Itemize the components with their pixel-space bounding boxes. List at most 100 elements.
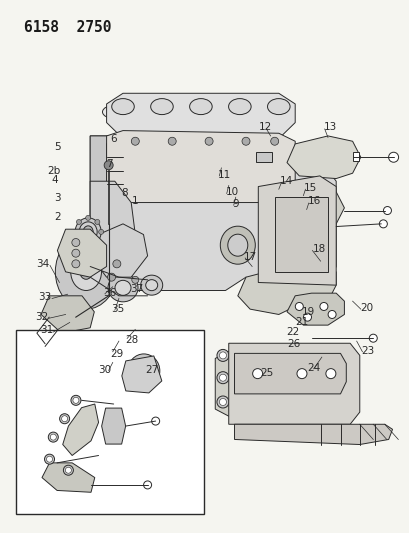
Circle shape <box>94 239 100 244</box>
Ellipse shape <box>108 274 138 302</box>
Circle shape <box>46 456 52 462</box>
Text: 15: 15 <box>303 183 317 192</box>
Polygon shape <box>121 356 162 393</box>
Text: 2: 2 <box>54 213 61 222</box>
Polygon shape <box>280 195 299 213</box>
Circle shape <box>59 414 70 424</box>
Ellipse shape <box>80 264 92 279</box>
Text: 6: 6 <box>110 134 116 143</box>
Ellipse shape <box>79 222 97 242</box>
Polygon shape <box>63 404 98 456</box>
Circle shape <box>107 273 115 281</box>
Circle shape <box>151 417 159 425</box>
Text: 18: 18 <box>312 245 325 254</box>
Circle shape <box>270 137 278 146</box>
Ellipse shape <box>150 99 173 115</box>
Text: 22: 22 <box>285 327 299 336</box>
Ellipse shape <box>139 366 148 376</box>
Ellipse shape <box>128 354 160 388</box>
Text: 23: 23 <box>361 346 374 356</box>
Polygon shape <box>286 187 344 235</box>
Text: 12: 12 <box>258 122 272 132</box>
Circle shape <box>168 137 176 146</box>
Ellipse shape <box>55 235 117 309</box>
Text: 27: 27 <box>145 366 158 375</box>
Text: 4: 4 <box>52 175 58 185</box>
Circle shape <box>252 369 262 378</box>
Circle shape <box>303 313 311 321</box>
Circle shape <box>48 432 58 442</box>
Polygon shape <box>286 293 344 325</box>
Ellipse shape <box>233 106 258 119</box>
Text: 19: 19 <box>301 307 314 317</box>
Text: 11: 11 <box>218 170 231 180</box>
Circle shape <box>73 397 79 403</box>
Circle shape <box>204 137 213 146</box>
Circle shape <box>65 467 71 473</box>
Text: 10: 10 <box>225 187 238 197</box>
Polygon shape <box>106 131 294 203</box>
Text: 8: 8 <box>121 188 127 198</box>
Bar <box>256 152 272 162</box>
Polygon shape <box>90 136 335 290</box>
Circle shape <box>219 399 226 406</box>
Polygon shape <box>101 408 125 444</box>
Ellipse shape <box>220 226 255 264</box>
Circle shape <box>286 198 294 207</box>
Ellipse shape <box>200 106 225 119</box>
Circle shape <box>85 244 90 248</box>
Circle shape <box>72 229 77 235</box>
Circle shape <box>382 206 391 215</box>
Text: 7: 7 <box>106 159 112 169</box>
Text: 24: 24 <box>306 363 319 373</box>
Text: 16: 16 <box>307 197 320 206</box>
Circle shape <box>296 369 306 378</box>
Polygon shape <box>42 463 94 492</box>
Circle shape <box>99 229 103 235</box>
Bar <box>16 330 204 514</box>
Text: 13: 13 <box>323 122 336 132</box>
Polygon shape <box>90 136 115 266</box>
Ellipse shape <box>227 234 247 256</box>
Text: 26: 26 <box>286 339 299 349</box>
Text: 28: 28 <box>125 335 138 345</box>
Polygon shape <box>234 424 391 445</box>
Circle shape <box>112 260 121 268</box>
Polygon shape <box>57 229 106 277</box>
Ellipse shape <box>266 106 290 119</box>
Polygon shape <box>41 296 94 333</box>
Ellipse shape <box>267 99 289 115</box>
Ellipse shape <box>168 106 192 119</box>
Text: 21: 21 <box>294 318 308 327</box>
Polygon shape <box>258 176 335 285</box>
Text: 33: 33 <box>38 293 51 302</box>
Circle shape <box>71 395 81 405</box>
Text: 20: 20 <box>359 303 372 313</box>
Polygon shape <box>228 343 359 424</box>
Circle shape <box>72 260 80 268</box>
Circle shape <box>94 220 100 224</box>
Text: 17: 17 <box>243 252 256 262</box>
Circle shape <box>131 137 139 146</box>
Circle shape <box>143 481 151 489</box>
Circle shape <box>216 372 228 384</box>
Ellipse shape <box>228 99 250 115</box>
Circle shape <box>45 454 54 464</box>
Polygon shape <box>286 136 360 179</box>
Polygon shape <box>90 224 147 277</box>
Bar <box>352 152 358 161</box>
Circle shape <box>76 220 81 224</box>
Text: 25: 25 <box>260 368 273 378</box>
Text: 29: 29 <box>110 350 123 359</box>
Polygon shape <box>215 349 234 419</box>
Circle shape <box>72 249 80 257</box>
Circle shape <box>50 434 56 440</box>
Text: 2b: 2b <box>47 166 61 175</box>
Ellipse shape <box>83 226 93 238</box>
Text: 9: 9 <box>232 199 238 208</box>
Circle shape <box>72 238 80 247</box>
Text: 30: 30 <box>98 366 111 375</box>
Polygon shape <box>274 197 327 272</box>
Circle shape <box>216 350 228 361</box>
Circle shape <box>219 374 226 381</box>
